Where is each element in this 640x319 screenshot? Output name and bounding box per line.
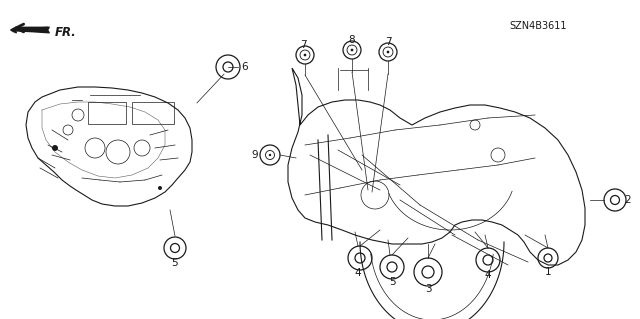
Circle shape — [351, 49, 353, 51]
Text: 7: 7 — [385, 37, 391, 47]
Text: 4: 4 — [484, 270, 492, 280]
Text: 4: 4 — [355, 268, 362, 278]
Circle shape — [269, 154, 271, 156]
Text: 2: 2 — [625, 195, 631, 205]
Circle shape — [158, 186, 162, 190]
Text: 9: 9 — [252, 150, 258, 160]
Text: FR.: FR. — [55, 26, 77, 39]
Circle shape — [387, 51, 389, 53]
Text: 7: 7 — [300, 40, 307, 50]
Text: 1: 1 — [545, 267, 551, 277]
Text: SZN4B3611: SZN4B3611 — [509, 21, 567, 31]
Text: 5: 5 — [388, 277, 396, 287]
Circle shape — [52, 145, 58, 151]
Bar — [132, 102, 174, 124]
Text: 6: 6 — [242, 62, 248, 72]
Circle shape — [303, 54, 307, 56]
Text: 8: 8 — [349, 35, 355, 45]
Text: 5: 5 — [172, 258, 179, 268]
Bar — [88, 102, 126, 124]
Text: 3: 3 — [425, 284, 431, 294]
